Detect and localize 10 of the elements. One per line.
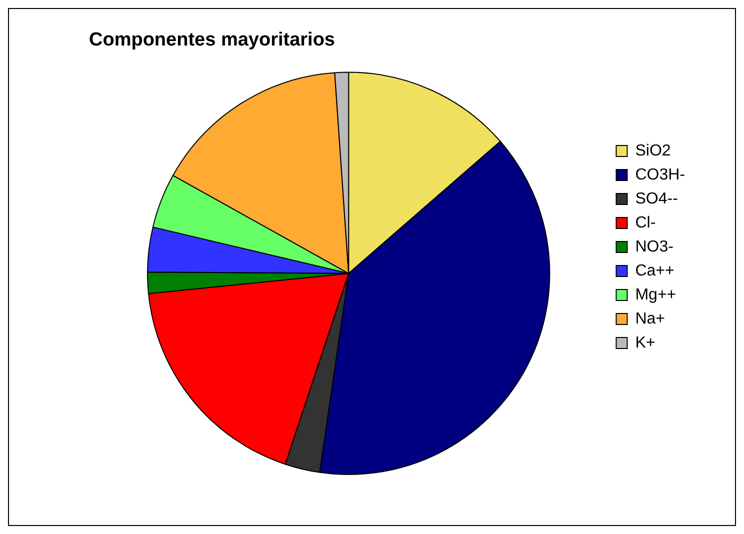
legend-label: Na+ <box>635 310 666 328</box>
chart-title: Componentes mayoritarios <box>89 30 335 51</box>
legend-label: NO3- <box>635 238 674 256</box>
legend-label: Cl- <box>635 214 656 232</box>
legend-label: SO4-- <box>635 190 678 208</box>
legend-label: Mg++ <box>635 286 676 304</box>
legend-label: Ca++ <box>635 262 674 280</box>
legend-label: CO3H- <box>635 166 685 184</box>
legend-label: SiO2 <box>635 142 671 160</box>
legend-label: K+ <box>635 334 656 352</box>
